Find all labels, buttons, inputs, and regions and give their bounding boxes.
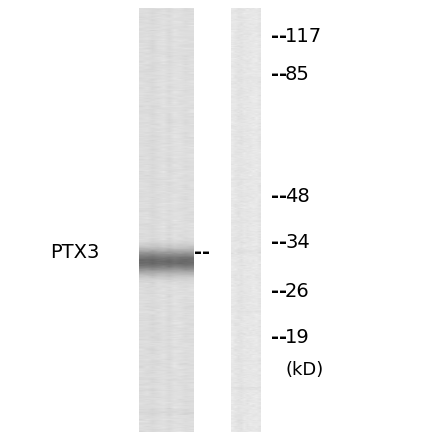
Text: 19: 19	[285, 328, 310, 348]
Text: (kD): (kD)	[285, 361, 323, 378]
Text: PTX3: PTX3	[50, 243, 99, 262]
Text: --: --	[271, 64, 287, 84]
Text: --: --	[271, 328, 287, 348]
Text: --: --	[194, 243, 209, 262]
Text: --: --	[271, 233, 287, 253]
Text: 48: 48	[285, 187, 310, 206]
Text: 117: 117	[285, 27, 322, 46]
Text: 34: 34	[285, 233, 310, 253]
Text: 85: 85	[285, 64, 310, 84]
Text: --: --	[271, 187, 287, 206]
Text: --: --	[271, 27, 287, 46]
Text: --: --	[271, 282, 287, 302]
Text: 26: 26	[285, 282, 310, 302]
